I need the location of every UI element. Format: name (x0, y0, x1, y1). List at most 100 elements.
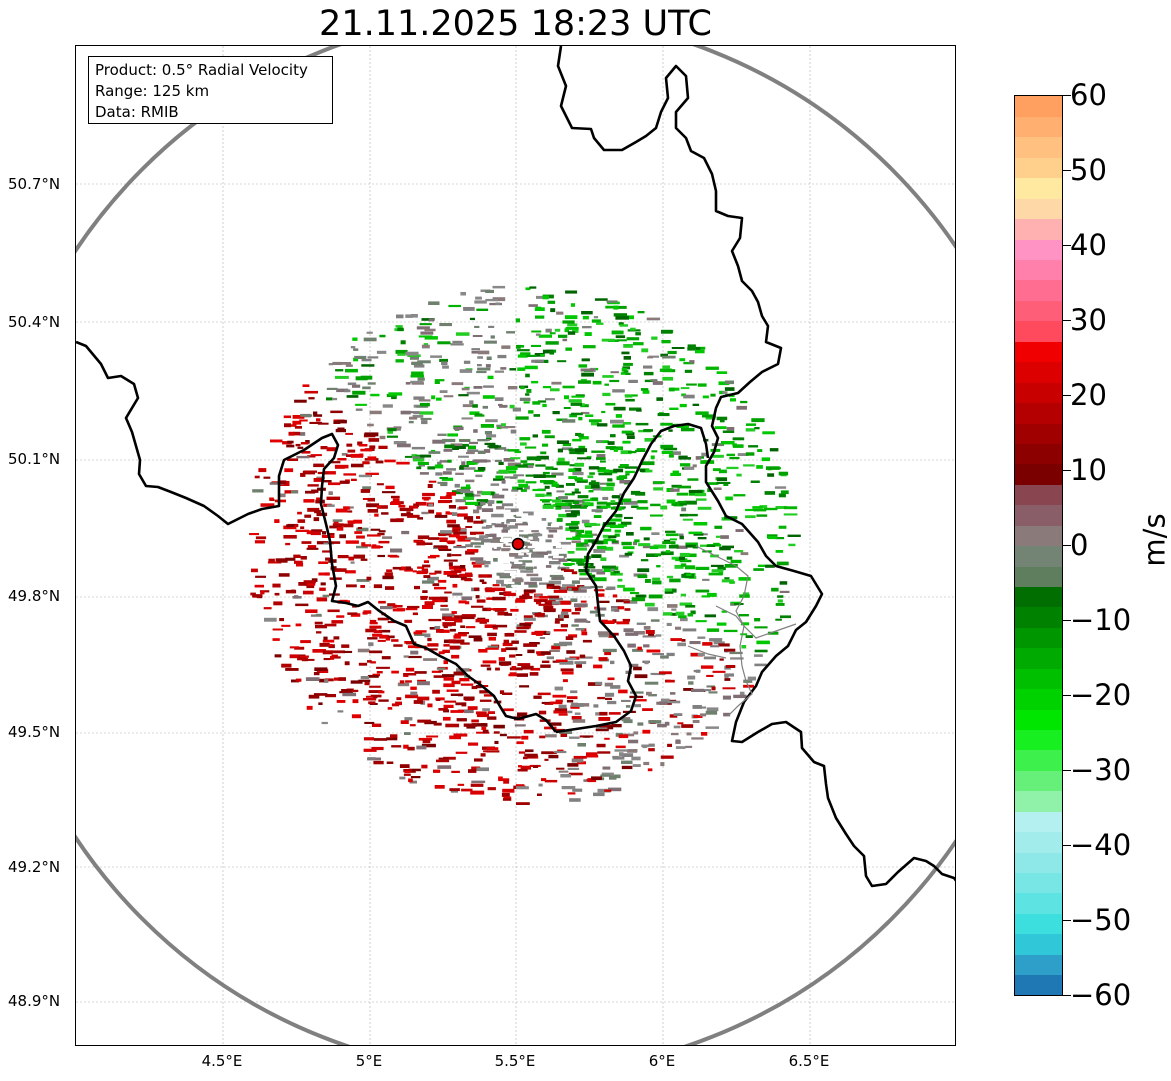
velocity-echo (335, 428, 346, 433)
velocity-echo (620, 450, 632, 455)
velocity-echo (549, 701, 563, 705)
velocity-echo (559, 614, 564, 619)
velocity-echo (459, 529, 467, 532)
velocity-echo (476, 516, 481, 519)
velocity-echo (660, 551, 674, 556)
velocity-echo (482, 500, 488, 504)
velocity-echo (668, 454, 674, 458)
velocity-echo (553, 577, 564, 580)
velocity-echo (571, 580, 580, 584)
velocity-echo (684, 553, 697, 558)
velocity-echo (722, 430, 735, 433)
velocity-echo (413, 503, 419, 507)
lon-label-5: 5°E (355, 1052, 383, 1070)
velocity-echo (587, 682, 602, 686)
velocity-echo (561, 499, 575, 503)
velocity-echo (488, 325, 495, 328)
velocity-echo (691, 688, 705, 692)
velocity-echo (554, 686, 564, 691)
velocity-echo (541, 778, 547, 782)
velocity-echo (636, 409, 642, 412)
velocity-echo (514, 630, 527, 633)
velocity-echo (416, 466, 422, 470)
velocity-echo (616, 621, 630, 625)
velocity-echo (722, 391, 728, 394)
colorbar-label: −10 (1070, 603, 1132, 637)
velocity-echo (358, 474, 371, 478)
velocity-echo (274, 499, 286, 503)
velocity-echo (353, 348, 359, 351)
radar-map[interactable] (75, 45, 956, 1046)
velocity-echo (509, 667, 523, 671)
velocity-echo (477, 367, 491, 371)
velocity-echo (695, 589, 710, 593)
velocity-echo (645, 602, 655, 607)
velocity-echo (626, 435, 635, 439)
velocity-echo (630, 691, 644, 694)
velocity-echo (546, 656, 554, 660)
velocity-echo (579, 572, 592, 576)
velocity-echo (623, 500, 638, 505)
colorbar-band (1015, 300, 1062, 322)
velocity-echo (623, 719, 633, 724)
velocity-echo (700, 544, 710, 547)
velocity-echo (551, 467, 558, 470)
velocity-echo (429, 572, 437, 575)
velocity-echo (650, 514, 663, 517)
velocity-echo (423, 575, 431, 578)
velocity-echo (494, 459, 502, 462)
velocity-echo (681, 639, 686, 642)
velocity-echo (665, 550, 671, 553)
velocity-echo (695, 411, 709, 415)
velocity-echo (387, 429, 393, 434)
velocity-echo (526, 456, 541, 461)
velocity-echo (338, 677, 346, 681)
velocity-echo (593, 549, 606, 553)
velocity-echo (575, 628, 585, 631)
velocity-echo (567, 323, 578, 327)
velocity-echo (448, 512, 454, 515)
velocity-echo (650, 379, 658, 382)
velocity-echo (508, 572, 513, 576)
velocity-echo (540, 651, 551, 655)
velocity-echo (315, 625, 327, 629)
velocity-echo (323, 636, 328, 641)
velocity-echo (501, 648, 507, 652)
velocity-echo (721, 579, 734, 583)
velocity-echo (520, 765, 531, 770)
velocity-echo (462, 404, 473, 408)
velocity-echo (586, 754, 599, 758)
velocity-echo (518, 765, 522, 768)
velocity-echo (541, 751, 553, 755)
velocity-echo (434, 570, 442, 574)
velocity-echo (423, 560, 429, 563)
velocity-echo (726, 466, 739, 470)
velocity-echo (716, 371, 728, 374)
velocity-echo (486, 750, 500, 753)
velocity-echo (331, 620, 344, 624)
velocity-echo (504, 633, 515, 637)
velocity-echo (558, 553, 567, 558)
velocity-echo (346, 443, 353, 447)
velocity-echo (384, 572, 393, 577)
velocity-echo (255, 575, 266, 578)
velocity-echo (637, 646, 642, 651)
velocity-echo (670, 612, 678, 616)
velocity-echo (408, 778, 413, 783)
velocity-echo (518, 483, 528, 488)
velocity-echo (753, 568, 764, 571)
velocity-echo (362, 461, 370, 465)
velocity-echo (642, 635, 656, 638)
colorbar-label: 40 (1070, 228, 1107, 262)
velocity-echo (529, 672, 539, 676)
lon-label-5.5: 5.5°E (494, 1052, 536, 1070)
velocity-echo (609, 775, 617, 780)
velocity-echo (493, 546, 498, 549)
velocity-echo (525, 446, 537, 449)
velocity-echo (538, 710, 547, 715)
velocity-echo (311, 529, 323, 532)
velocity-echo (353, 554, 365, 559)
velocity-echo (443, 677, 454, 681)
velocity-echo (443, 644, 450, 647)
velocity-echo (624, 552, 633, 556)
